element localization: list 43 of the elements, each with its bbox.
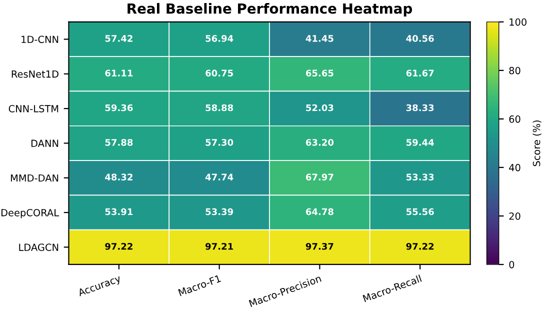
y-tick-label: MMD-DAN bbox=[10, 174, 58, 182]
data-label: 58.88 bbox=[206, 104, 234, 112]
data-label: 57.88 bbox=[105, 138, 133, 146]
color-bar-label: 0 bbox=[509, 260, 514, 268]
data-label: 57.30 bbox=[206, 138, 234, 146]
y-tick-label: 1D-CNN bbox=[22, 36, 58, 44]
color-bar-label: 20 bbox=[509, 212, 520, 220]
color-bar-label: 40 bbox=[509, 164, 520, 172]
data-label: 97.37 bbox=[306, 242, 334, 250]
data-label: 67.97 bbox=[306, 174, 334, 180]
data-label: 38.33 bbox=[406, 104, 434, 112]
data-label: 61.11 bbox=[105, 70, 133, 77]
data-label: 97.22 bbox=[406, 242, 434, 250]
color-bar-label: 80 bbox=[509, 66, 520, 74]
y-tick-label: ResNet1D bbox=[12, 70, 58, 78]
y-tick-label: CNN-LSTM bbox=[8, 105, 58, 112]
data-label: 41.45 bbox=[306, 35, 334, 42]
data-label: 55.56 bbox=[406, 208, 434, 216]
y-tick-label: LDAGCN bbox=[19, 244, 58, 251]
color-bar-label: 60 bbox=[509, 115, 520, 123]
data-label: 53.91 bbox=[105, 208, 133, 216]
data-label: 40.56 bbox=[406, 35, 434, 42]
data-label: 53.39 bbox=[206, 208, 234, 216]
y-tick-label: DANN bbox=[31, 140, 58, 147]
data-label: 60.75 bbox=[206, 70, 233, 77]
data-label: 64.78 bbox=[306, 208, 334, 216]
data-label: 97.21 bbox=[206, 242, 233, 250]
color-bar-title: Score (%) bbox=[532, 120, 542, 166]
data-label: 57.42 bbox=[105, 35, 132, 42]
data-label: 61.67 bbox=[406, 70, 434, 77]
data-label: 59.44 bbox=[406, 138, 434, 146]
data-label: 47.74 bbox=[205, 174, 234, 180]
data-label: 52.03 bbox=[306, 104, 334, 112]
data-label: 97.22 bbox=[105, 242, 132, 250]
data-label: 63.20 bbox=[306, 138, 334, 146]
data-label: 59.36 bbox=[105, 104, 133, 112]
data-label: 65.65 bbox=[306, 70, 334, 77]
data-label: 56.94 bbox=[206, 35, 234, 42]
data-label: 53.33 bbox=[406, 174, 434, 180]
color-bar-label: 100 bbox=[510, 18, 526, 26]
y-tick-label: DeepCORAL bbox=[1, 208, 59, 218]
chart-title: Real Baseline Performance Heatmap bbox=[128, 3, 412, 16]
data-label: 48.32 bbox=[105, 174, 132, 180]
